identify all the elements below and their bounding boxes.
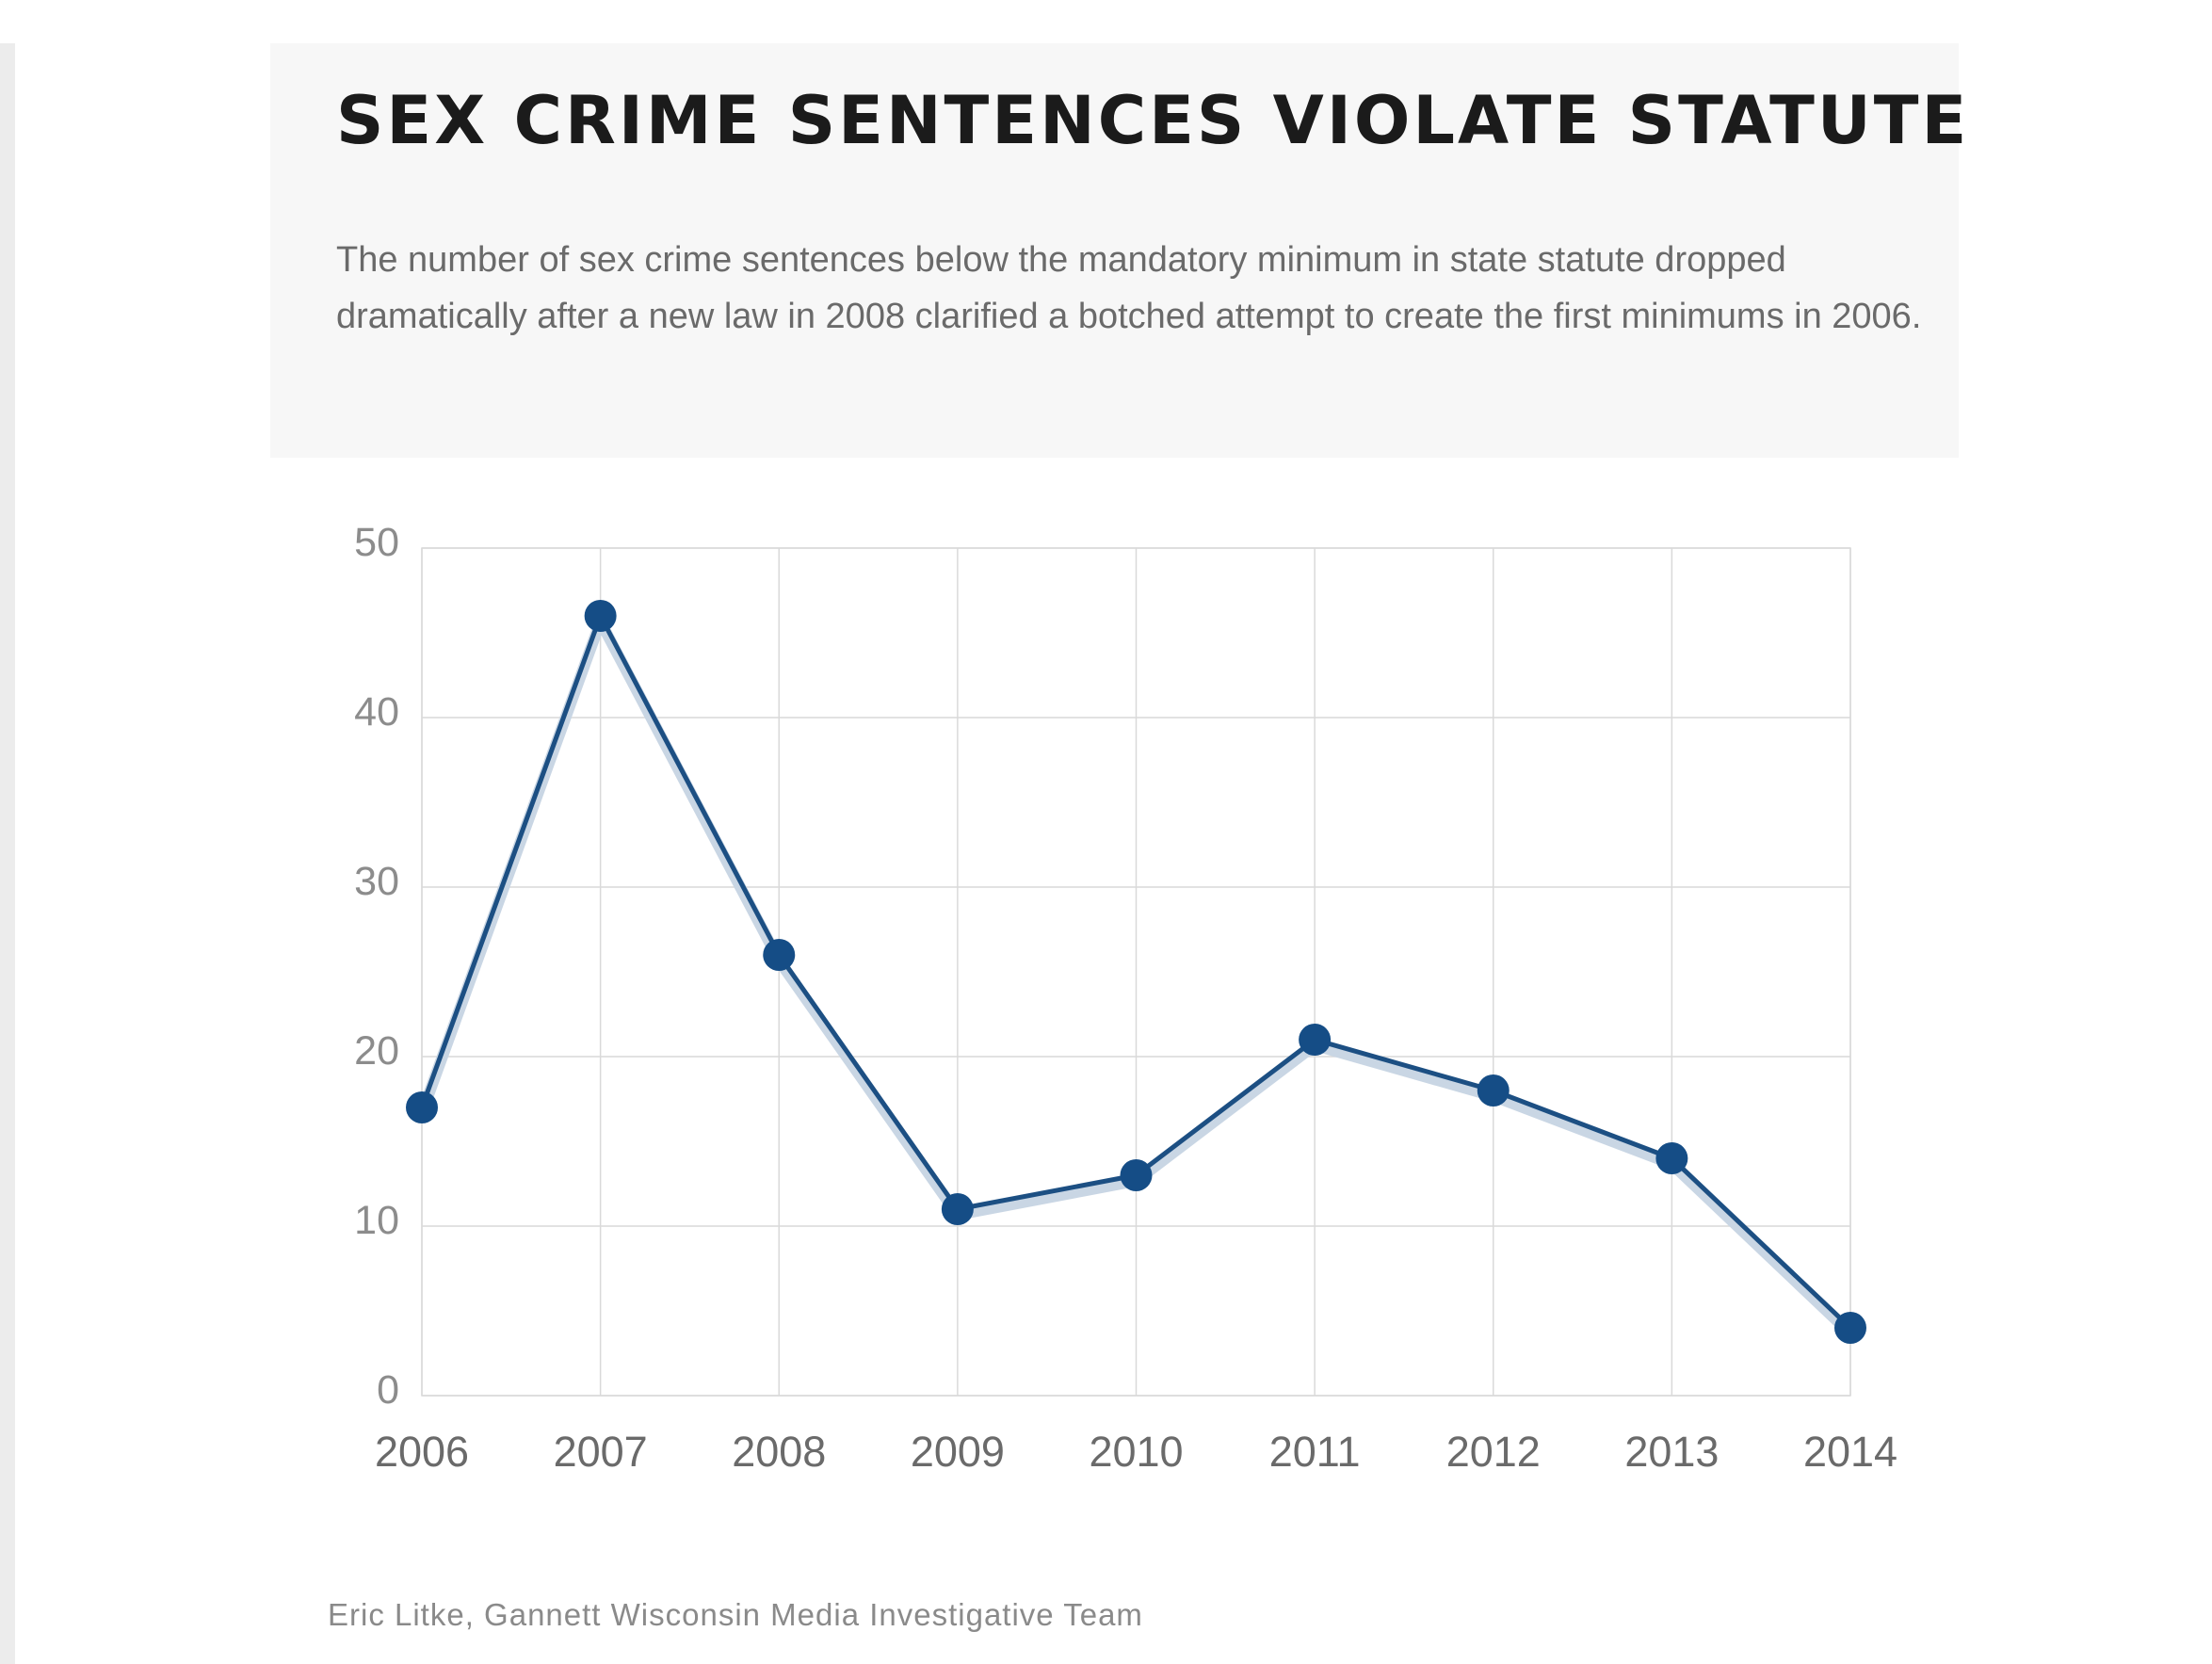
data-point-2009[interactable] [941,1193,974,1225]
chart-title: SEX CRIME SENTENCES VIOLATE STATUTE [336,82,1970,159]
x-tick-label: 2010 [1089,1428,1183,1476]
source-credit: Eric Litke, Gannett Wisconsin Media Inve… [328,1597,1143,1632]
y-tick-label: 20 [354,1028,399,1074]
data-point-2006[interactable] [406,1091,438,1123]
data-point-2013[interactable] [1655,1142,1688,1174]
chart-header: SEX CRIME SENTENCES VIOLATE STATUTE The … [270,43,1970,458]
data-point-2014[interactable] [1834,1312,1866,1344]
x-tick-label: 2007 [554,1428,648,1476]
y-tick-label: 30 [354,859,399,904]
x-tick-label: 2009 [911,1428,1005,1476]
y-tick-label: 0 [377,1367,399,1413]
y-tick-label: 40 [354,689,399,735]
x-tick-label: 2008 [732,1428,826,1476]
x-tick-label: 2006 [375,1428,469,1476]
x-tick-label: 2013 [1624,1428,1719,1476]
left-page-rail [0,43,15,1664]
x-tick-label: 2011 [1269,1428,1361,1476]
data-point-2007[interactable] [584,600,617,632]
line-chart: 0 10 20 30 40 50 2006 2007 2008 2009 2010 2011 2012 2… [320,509,1902,1526]
data-point-2010[interactable] [1120,1159,1153,1191]
x-tick-label: 2012 [1446,1428,1541,1476]
line-chart-svg: 0 10 20 30 40 50 2006 2007 2008 2009 2010 2011 2012 2… [354,520,1897,1476]
data-point-2012[interactable] [1477,1074,1510,1107]
y-tick-label: 50 [354,520,399,565]
data-point-2011[interactable] [1299,1024,1332,1056]
x-tick-label: 2014 [1803,1428,1897,1476]
y-tick-label: 10 [354,1198,399,1243]
data-point-2008[interactable] [763,939,796,971]
chart-subtitle: The number of sex crime sentences below … [336,240,1922,336]
